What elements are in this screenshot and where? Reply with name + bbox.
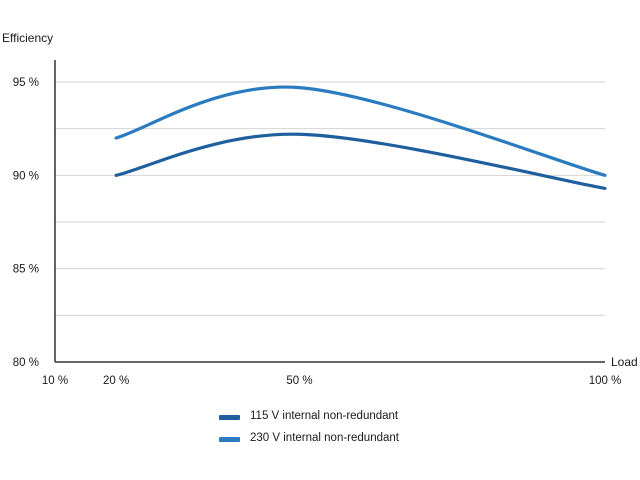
x-tick-label: 100 % — [589, 375, 622, 387]
legend-swatch-115v — [219, 415, 240, 420]
series-layer — [114, 85, 607, 190]
legend-label-115v: 115 V internal non-redundant — [250, 410, 399, 422]
efficiency-chart: Efficiency Load 80 % 85 % 90 % 95 % 10 % 20 %… — [2, 31, 638, 387]
tick-labels: 80 % 85 % 90 % 95 % 10 % 20 % 50 % 100 % — [13, 77, 622, 387]
y-tick-label: 90 % — [13, 170, 39, 182]
gridlines — [55, 81, 605, 316]
y-tick-label: 80 % — [13, 357, 39, 369]
legend-label-230v: 230 V internal non-redundant — [250, 432, 399, 444]
x-tick-label: 10 % — [42, 375, 68, 387]
x-tick-label: 20 % — [103, 375, 129, 387]
legend-swatch-230v — [219, 437, 240, 442]
axes — [54, 60, 605, 363]
y-axis-label: Efficiency — [2, 31, 53, 45]
series-line-1 — [114, 85, 607, 177]
series-line-0 — [114, 132, 607, 190]
x-tick-label: 50 % — [286, 375, 312, 387]
y-tick-label: 95 % — [13, 77, 39, 89]
y-tick-label: 85 % — [13, 264, 39, 276]
x-axis-label: Load — [611, 355, 638, 369]
